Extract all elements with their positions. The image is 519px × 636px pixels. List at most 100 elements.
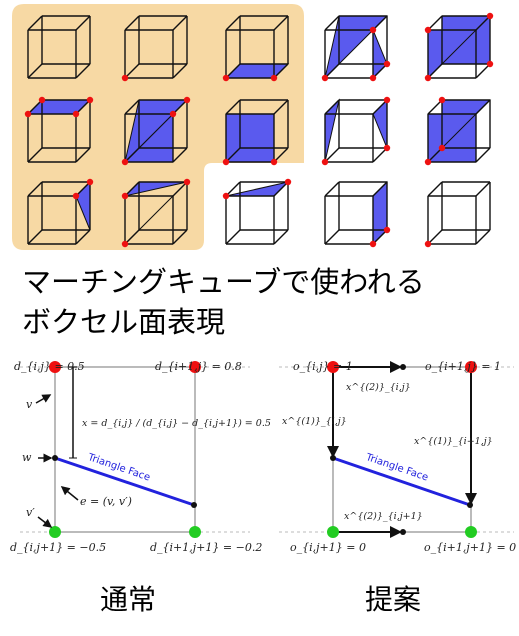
cube-edge bbox=[273, 147, 289, 163]
cube-vertex-marker bbox=[284, 178, 292, 186]
cube-edge bbox=[124, 63, 140, 79]
cube-edge bbox=[372, 99, 388, 115]
v-prime-label: v′ bbox=[26, 506, 35, 519]
o-ij1-label: o_{i,j+1} = 0 bbox=[290, 541, 366, 554]
cube-edge bbox=[75, 147, 91, 163]
cube-vertex-marker bbox=[424, 26, 432, 34]
cube-edge bbox=[273, 99, 289, 115]
cube-edge bbox=[273, 63, 289, 79]
cube-vertex-marker bbox=[86, 178, 94, 186]
cube-edge bbox=[427, 99, 443, 115]
o-ij-label: o_{i,j} = 1 bbox=[293, 360, 353, 373]
cube-edge bbox=[225, 181, 241, 197]
cube-vertex-marker bbox=[369, 240, 377, 248]
cube-edge bbox=[124, 15, 140, 31]
caption-line-2: ボクセル面表現 bbox=[22, 305, 226, 339]
cube-vertex-marker bbox=[369, 74, 377, 82]
cube-edge bbox=[475, 181, 491, 197]
cube-edge bbox=[273, 15, 289, 31]
cube-vertex-marker bbox=[121, 74, 129, 82]
cube-edge bbox=[172, 99, 188, 115]
v-label: v bbox=[26, 398, 33, 411]
cube-edge bbox=[324, 63, 340, 79]
cube-edge bbox=[372, 147, 388, 163]
cube-edge bbox=[324, 181, 340, 197]
x2-ij1-label: x^{(2)}_{i,j+1} bbox=[344, 511, 423, 522]
marching-cubes-cases-figure bbox=[12, 4, 494, 250]
w-label: w bbox=[22, 451, 32, 464]
cube-vertex-marker bbox=[486, 60, 494, 68]
cube-edge bbox=[427, 229, 443, 245]
standard-voxel-diagram bbox=[20, 361, 250, 538]
cube-edge bbox=[475, 99, 491, 115]
x-formula: x = d_{i,j} / (d_{i,j} − d_{i,j+1}) = 0.… bbox=[82, 418, 271, 429]
cube-edge bbox=[172, 229, 188, 245]
cube-vertex-marker bbox=[183, 178, 191, 186]
cube-edge bbox=[475, 15, 491, 31]
cube-edge bbox=[27, 181, 43, 197]
cube-edge bbox=[75, 181, 91, 197]
cube-edge bbox=[372, 63, 388, 79]
cube-edge bbox=[225, 63, 241, 79]
cube-vertex-marker bbox=[222, 158, 230, 166]
cube-vertex-marker bbox=[321, 158, 329, 166]
cube-edge bbox=[324, 15, 340, 31]
x1-ij-label: x^{(1)}_{i,j} bbox=[282, 416, 347, 427]
cube-edge bbox=[27, 99, 43, 115]
cube-edge bbox=[27, 229, 43, 245]
cube-edge bbox=[75, 99, 91, 115]
cube-vertex-marker bbox=[72, 110, 80, 118]
cube-edge bbox=[225, 15, 241, 31]
cube-edge bbox=[475, 147, 491, 163]
cube-edge bbox=[273, 181, 289, 197]
cube-vertex-marker bbox=[121, 240, 129, 248]
cube-edge bbox=[124, 229, 140, 245]
cube-face bbox=[324, 98, 340, 163]
cube-edge bbox=[372, 15, 388, 31]
cube-vertex-marker bbox=[222, 74, 230, 82]
cube-edge bbox=[372, 181, 388, 197]
cube-vertex-marker bbox=[424, 158, 432, 166]
d-i1j-label: d_{i+1,j} = 0.8 bbox=[155, 360, 242, 373]
cube-vertex-marker bbox=[24, 110, 32, 118]
cube-edge bbox=[172, 181, 188, 197]
cube-edge bbox=[273, 229, 289, 245]
cube-edge bbox=[27, 147, 43, 163]
d-ij1-label: d_{i,j+1} = −0.5 bbox=[10, 541, 107, 554]
cube-vertex-marker bbox=[438, 96, 446, 104]
cube-vertex-marker bbox=[321, 74, 329, 82]
cube-edge bbox=[372, 229, 388, 245]
cube-edge bbox=[225, 147, 241, 163]
cube-vertex-marker bbox=[369, 26, 377, 34]
cube-vertex-marker bbox=[270, 74, 278, 82]
cube-vertex-marker bbox=[438, 144, 446, 152]
cube-edge bbox=[427, 147, 443, 163]
cube-vertex-marker bbox=[270, 158, 278, 166]
x2-ij-label: x^{(2)}_{i,j} bbox=[346, 382, 411, 393]
cube-edge bbox=[225, 229, 241, 245]
cube-edge bbox=[27, 63, 43, 79]
cube-edge bbox=[124, 147, 140, 163]
cube-vertex-marker bbox=[383, 60, 391, 68]
cube-edge bbox=[172, 147, 188, 163]
cube-edge bbox=[124, 99, 140, 115]
cube-vertex-marker bbox=[486, 12, 494, 20]
e-formula: e = (v, v′) bbox=[80, 495, 132, 508]
cube-edge bbox=[427, 63, 443, 79]
o-i1j1-label: o_{i+1,j+1} = 0 bbox=[424, 541, 517, 554]
cube-vertex-marker bbox=[121, 192, 129, 200]
cube-vertex-marker bbox=[183, 96, 191, 104]
cube-edge bbox=[75, 15, 91, 31]
cube-edge bbox=[324, 99, 340, 115]
cube-vertex-marker bbox=[424, 240, 432, 248]
standard-label: 通常 bbox=[100, 583, 157, 616]
cube-edge bbox=[475, 63, 491, 79]
cube-edge bbox=[75, 229, 91, 245]
cube-edge bbox=[172, 63, 188, 79]
cube-edge bbox=[27, 15, 43, 31]
cube-edge bbox=[75, 63, 91, 79]
cube-edge bbox=[324, 147, 340, 163]
cube-edge bbox=[172, 15, 188, 31]
proposed-voxel-diagram bbox=[279, 361, 514, 538]
o-i1j-label: o_{i+1,j} = 1 bbox=[425, 360, 501, 373]
